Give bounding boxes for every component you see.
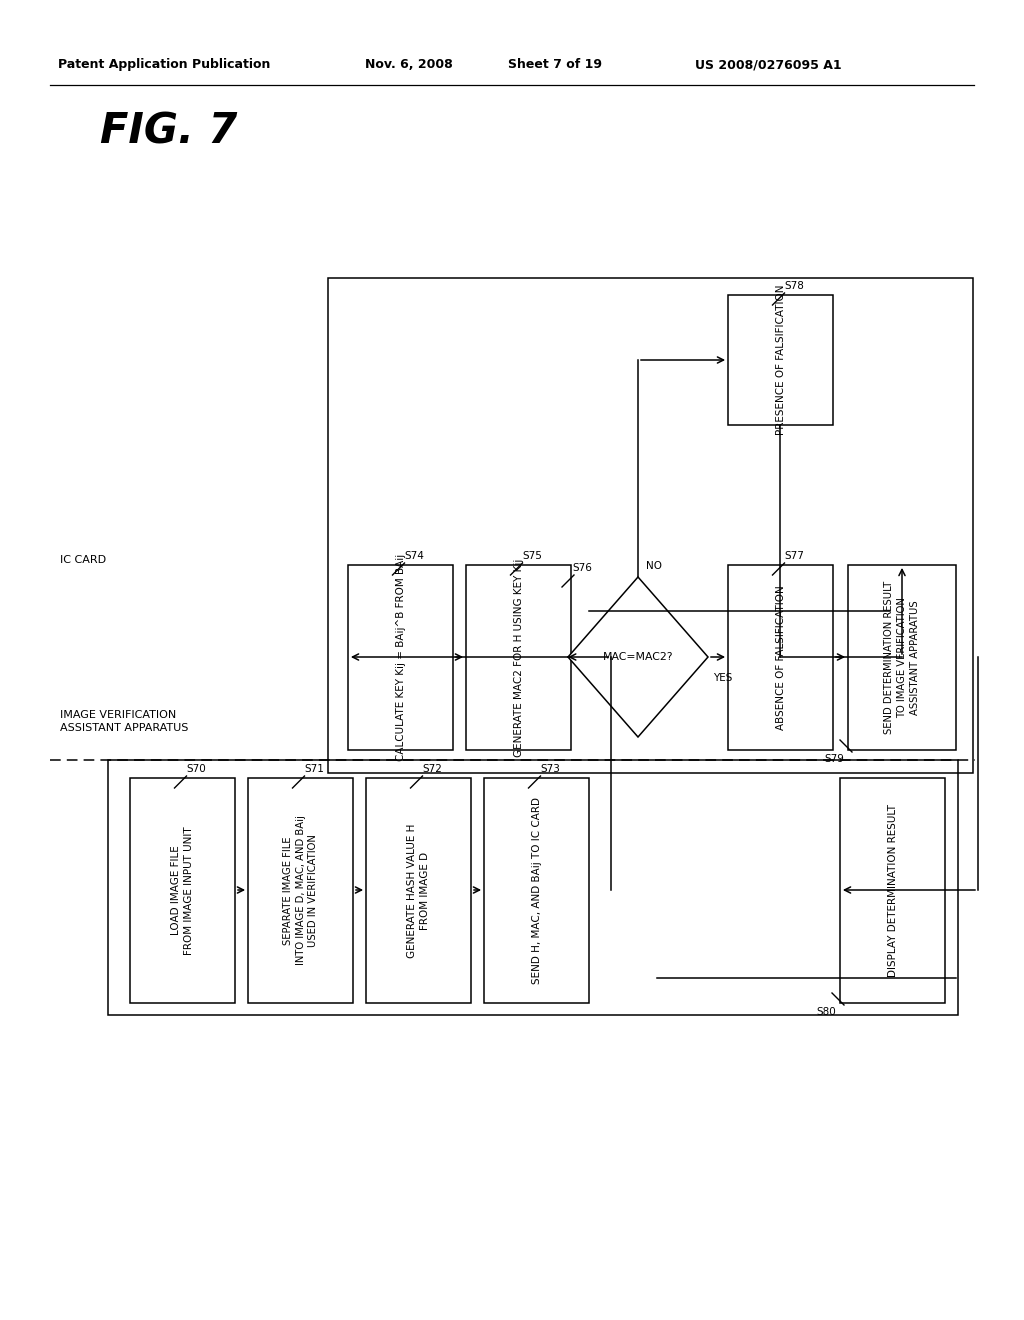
Text: DISPLAY DETERMINATION RESULT: DISPLAY DETERMINATION RESULT [888,804,897,977]
Bar [348,565,453,750]
Text: GENERATE HASH VALUE H
FROM IMAGE D: GENERATE HASH VALUE H FROM IMAGE D [408,824,430,958]
Bar [366,777,471,1003]
Text: S75: S75 [522,550,543,561]
Text: S71: S71 [304,764,325,774]
Text: Patent Application Publication: Patent Application Publication [58,58,270,71]
Text: MAC=MAC2?: MAC=MAC2? [603,652,673,663]
Text: SEND H, MAC, AND BAij TO IC CARD: SEND H, MAC, AND BAij TO IC CARD [531,797,542,983]
Text: CALCULATE KEY Kij = BAij^B FROM BAij: CALCULATE KEY Kij = BAij^B FROM BAij [395,554,406,762]
Bar [848,565,956,750]
Bar [108,760,958,1015]
Text: S72: S72 [423,764,442,774]
Bar [466,565,571,750]
Bar [248,777,353,1003]
Text: GENERATE MAC2 FOR H USING KEY Kij: GENERATE MAC2 FOR H USING KEY Kij [513,558,523,756]
Polygon shape [568,577,708,737]
Text: LOAD IMAGE FILE
FROM IMAGE INPUT UNIT: LOAD IMAGE FILE FROM IMAGE INPUT UNIT [171,826,194,954]
Bar [728,294,833,425]
Bar [728,565,833,750]
Text: US 2008/0276095 A1: US 2008/0276095 A1 [695,58,842,71]
Bar [484,777,589,1003]
Text: SEPARATE IMAGE FILE
INTO IMAGE D, MAC, AND BAij
USED IN VERIFICATION: SEPARATE IMAGE FILE INTO IMAGE D, MAC, A… [283,816,318,965]
Text: S73: S73 [541,764,560,774]
Text: SEND DETERMINATION RESULT
TO IMAGE VERIFICATION
ASSISTANT APPARATUS: SEND DETERMINATION RESULT TO IMAGE VERIF… [884,581,920,734]
Text: IC CARD: IC CARD [60,554,106,565]
Text: PRESENCE OF FALSIFICATION: PRESENCE OF FALSIFICATION [775,285,785,436]
Text: ABSENCE OF FALSIFICATION: ABSENCE OF FALSIFICATION [775,585,785,730]
Text: S70: S70 [186,764,206,774]
Text: YES: YES [713,673,732,682]
Text: S77: S77 [784,550,805,561]
Bar [840,777,945,1003]
Text: FIG. 7: FIG. 7 [100,110,238,152]
Text: S79: S79 [824,754,844,764]
Text: IMAGE VERIFICATION
ASSISTANT APPARATUS: IMAGE VERIFICATION ASSISTANT APPARATUS [60,710,188,733]
Text: S80: S80 [816,1007,836,1016]
Text: S76: S76 [572,564,592,573]
Bar [130,777,234,1003]
Text: S74: S74 [404,550,424,561]
Text: Nov. 6, 2008: Nov. 6, 2008 [365,58,453,71]
Text: S78: S78 [784,281,805,290]
Bar [328,279,973,774]
Text: NO: NO [646,561,662,572]
Text: Sheet 7 of 19: Sheet 7 of 19 [508,58,602,71]
